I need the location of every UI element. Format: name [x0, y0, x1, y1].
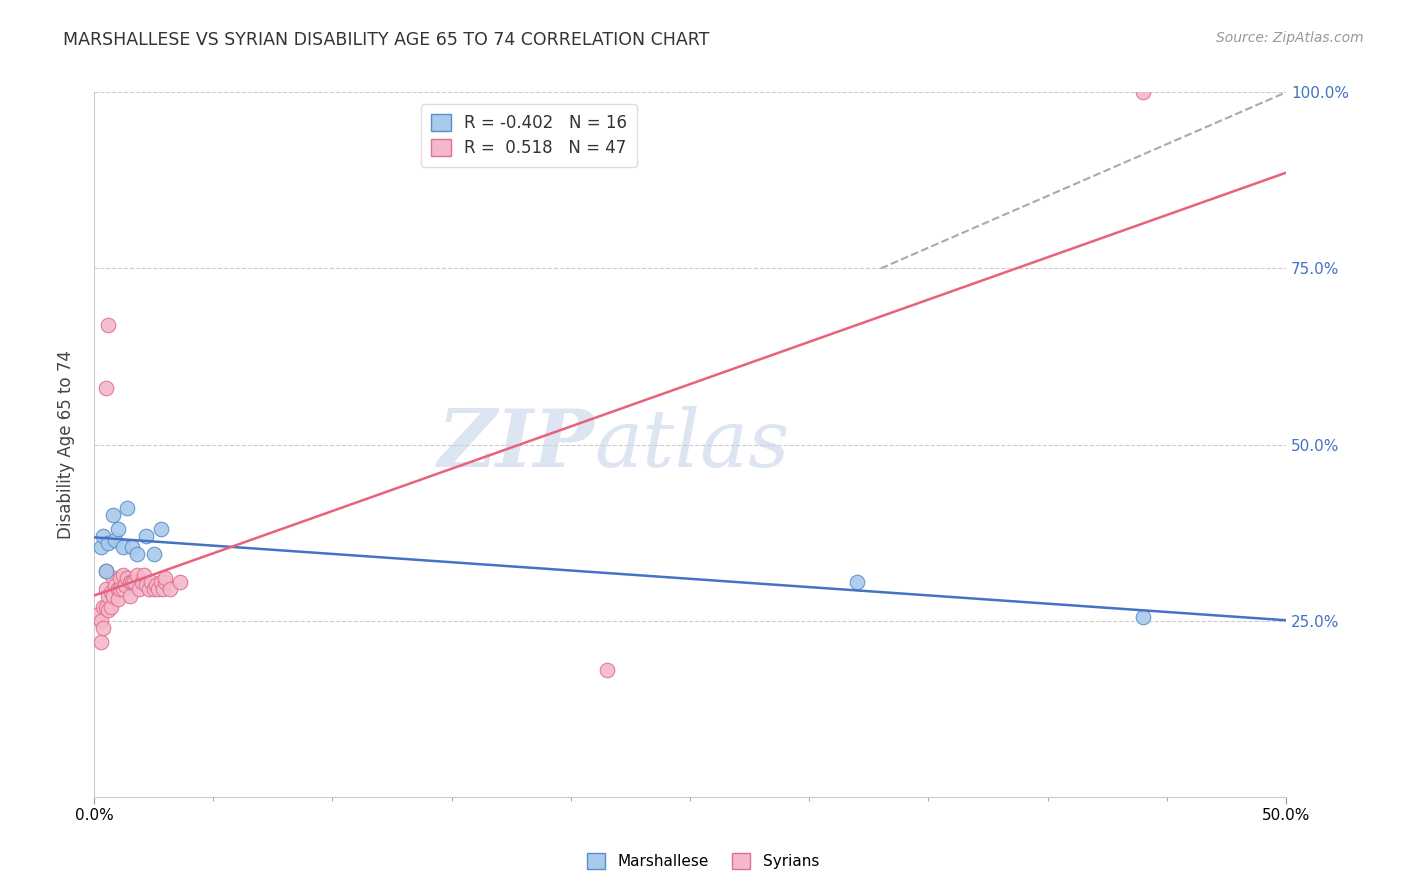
Point	[118, 574, 141, 589]
Point	[118, 589, 141, 603]
Point	[135, 529, 157, 543]
Point	[93, 621, 115, 635]
Point	[1132, 86, 1154, 100]
Point	[93, 529, 115, 543]
Point	[149, 574, 172, 589]
Text: atlas: atlas	[595, 406, 790, 483]
Point	[135, 578, 157, 592]
Point	[93, 599, 115, 614]
Point	[111, 540, 134, 554]
Point	[94, 599, 117, 614]
Point	[845, 574, 868, 589]
Point	[132, 567, 155, 582]
Point	[595, 663, 617, 677]
Point	[97, 536, 120, 550]
Point	[90, 614, 112, 628]
Point	[104, 578, 127, 592]
Point	[107, 582, 129, 596]
Point	[101, 571, 124, 585]
Point	[142, 547, 165, 561]
Point	[94, 564, 117, 578]
Point	[121, 540, 143, 554]
Point	[87, 607, 110, 621]
Y-axis label: Disability Age 65 to 74: Disability Age 65 to 74	[58, 350, 75, 539]
Point	[142, 582, 165, 596]
Point	[152, 582, 174, 596]
Point	[148, 582, 170, 596]
Point	[125, 547, 148, 561]
Point	[125, 567, 148, 582]
Point	[141, 574, 163, 589]
Point	[100, 585, 122, 599]
Point	[138, 582, 160, 596]
Legend: Marshallese, Syrians: Marshallese, Syrians	[581, 847, 825, 875]
Point	[155, 574, 177, 589]
Point	[101, 589, 124, 603]
Legend: R = -0.402   N = 16, R =  0.518   N = 47: R = -0.402 N = 16, R = 0.518 N = 47	[420, 104, 637, 167]
Point	[97, 603, 120, 617]
Point	[155, 571, 177, 585]
Point	[90, 540, 112, 554]
Point	[159, 582, 181, 596]
Point	[114, 578, 136, 592]
Text: MARSHALLESE VS SYRIAN DISABILITY AGE 65 TO 74 CORRELATION CHART: MARSHALLESE VS SYRIAN DISABILITY AGE 65 …	[63, 31, 710, 49]
Point	[149, 522, 172, 536]
Point	[108, 571, 131, 585]
Point	[90, 634, 112, 648]
Point	[108, 582, 131, 596]
Point	[94, 564, 117, 578]
Point	[107, 592, 129, 607]
Text: ZIP: ZIP	[437, 406, 595, 483]
Point	[1132, 610, 1154, 624]
Point	[94, 582, 117, 596]
Point	[145, 578, 167, 592]
Point	[128, 582, 150, 596]
Point	[124, 574, 146, 589]
Point	[121, 574, 143, 589]
Point	[97, 589, 120, 603]
Point	[117, 571, 139, 585]
Point	[169, 574, 191, 589]
Point	[104, 533, 127, 547]
Point	[107, 522, 129, 536]
Point	[111, 582, 134, 596]
Point	[97, 318, 120, 332]
Text: Source: ZipAtlas.com: Source: ZipAtlas.com	[1216, 31, 1364, 45]
Point	[101, 508, 124, 522]
Point	[100, 599, 122, 614]
Point	[131, 574, 153, 589]
Point	[117, 500, 139, 515]
Point	[111, 567, 134, 582]
Point	[94, 381, 117, 395]
